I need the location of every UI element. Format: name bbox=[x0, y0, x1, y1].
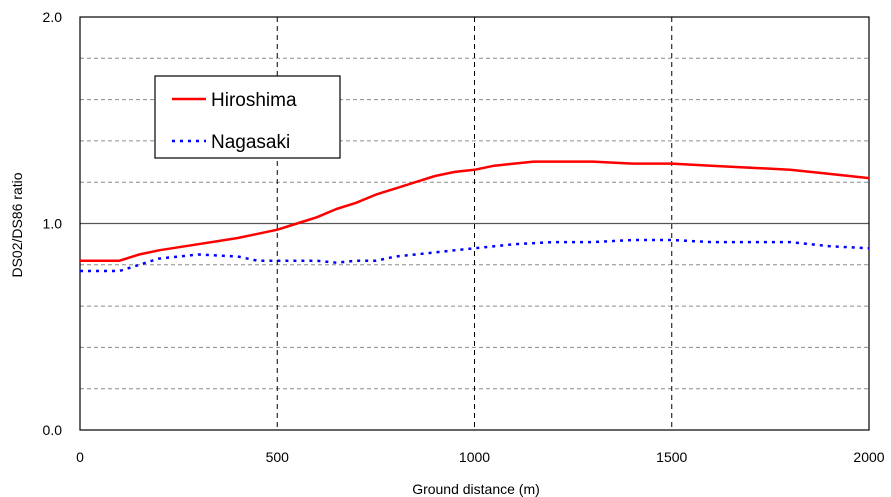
legend-box bbox=[154, 75, 341, 159]
legend-label-nagasaki: Nagasaki bbox=[211, 132, 290, 153]
x-tick-label: 500 bbox=[266, 449, 290, 465]
tick-labels: 0 500 1000 1500 2000 0.0 1.0 2.0 bbox=[43, 9, 885, 465]
x-tick-label: 1000 bbox=[459, 449, 490, 465]
plot-area bbox=[79, 16, 870, 431]
grid-layer bbox=[80, 16, 869, 430]
x-tick-label: 1500 bbox=[656, 449, 687, 465]
series-line-hiroshima bbox=[80, 160, 870, 262]
y-tick-label: 2.0 bbox=[43, 9, 63, 25]
x-tick-label: 0 bbox=[76, 449, 84, 465]
y-tick-label: 1.0 bbox=[43, 216, 63, 232]
x-tick-label: 2000 bbox=[853, 449, 884, 465]
y-axis-title: DS02/DS86 ratio bbox=[9, 172, 25, 277]
series-line-nagasaki bbox=[80, 238, 870, 273]
legend-label-hiroshima: Hiroshima bbox=[211, 90, 297, 111]
series-layer bbox=[80, 160, 870, 273]
x-axis-title: Ground distance (m) bbox=[412, 481, 540, 497]
legend: Hiroshima Nagasaki bbox=[154, 75, 341, 159]
y-tick-label: 0.0 bbox=[43, 422, 63, 438]
